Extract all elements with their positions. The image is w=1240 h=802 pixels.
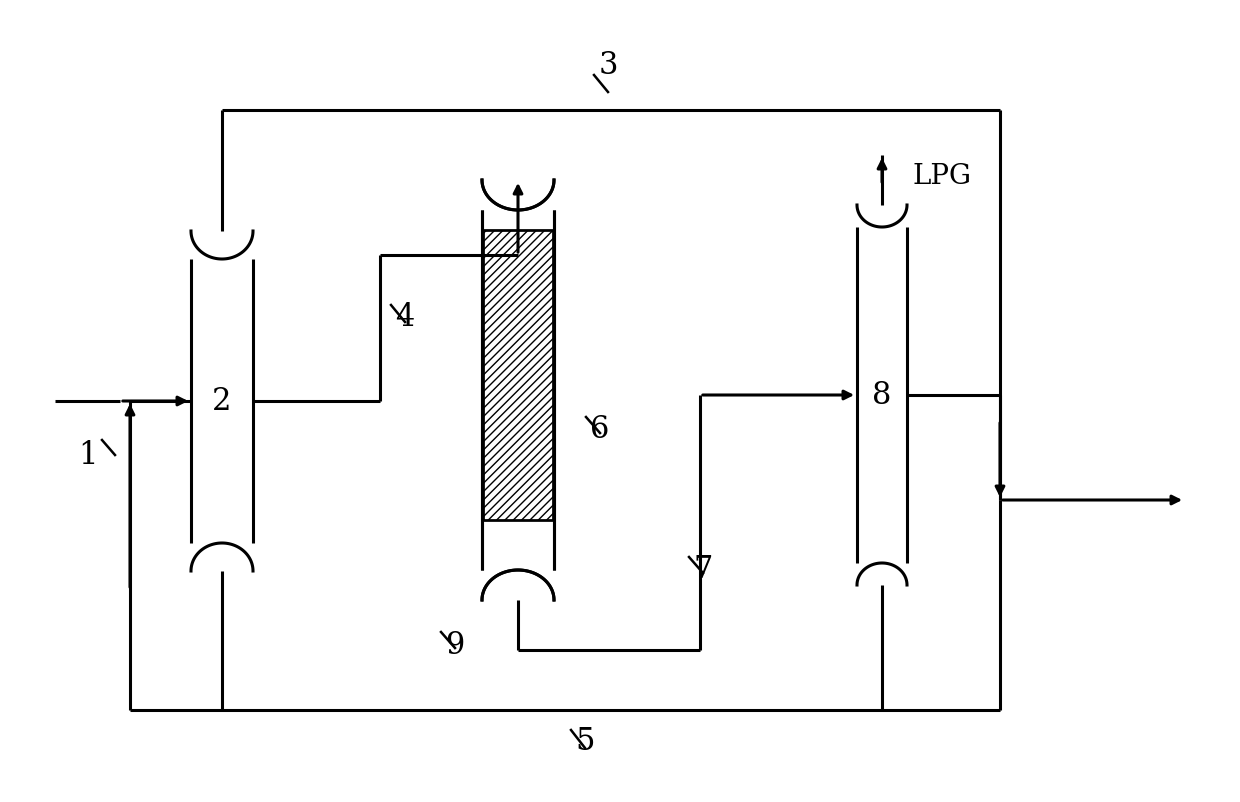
Text: 5: 5 [575,727,595,758]
Polygon shape [484,210,553,570]
Text: 1: 1 [78,439,98,471]
Text: 2: 2 [212,386,232,416]
Polygon shape [484,230,553,520]
Text: 8: 8 [872,379,892,411]
Text: 4: 4 [396,302,414,334]
Text: 3: 3 [598,50,618,80]
Text: 9: 9 [445,630,465,661]
Text: LPG: LPG [911,163,971,189]
Text: 7: 7 [693,554,713,585]
Text: 6: 6 [590,415,610,445]
